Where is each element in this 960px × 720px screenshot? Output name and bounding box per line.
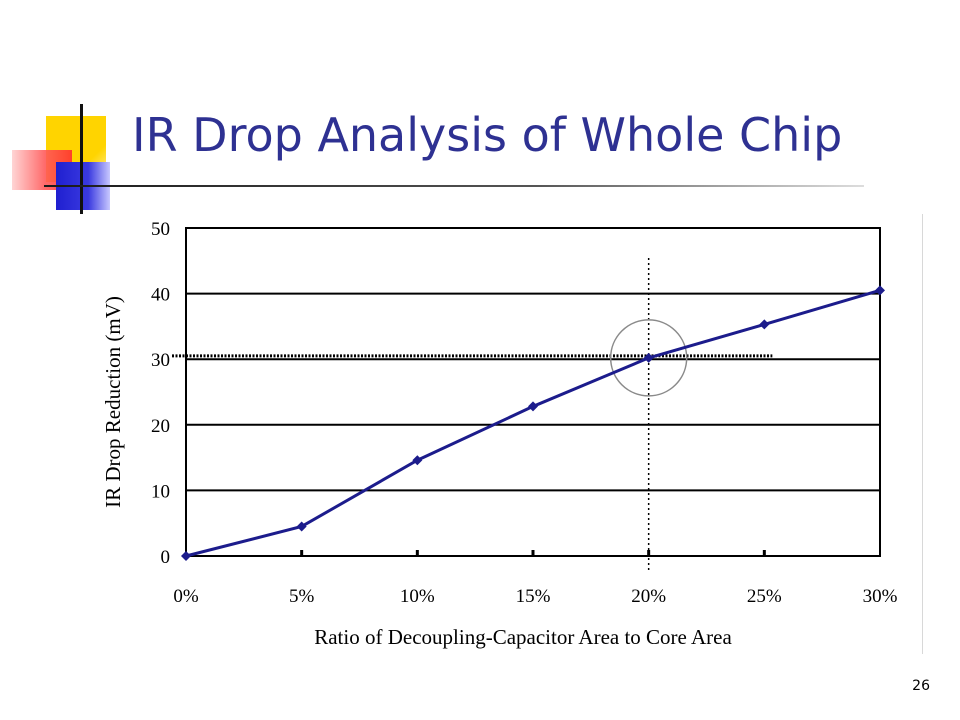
x-tick-label: 10% bbox=[400, 586, 435, 607]
plot-frame bbox=[185, 227, 881, 557]
x-axis-label: Ratio of Decoupling-Capacitor Area to Co… bbox=[314, 625, 732, 649]
data-point-marker bbox=[296, 521, 307, 532]
y-axis-label: IR Drop Reduction (mV) bbox=[101, 296, 125, 508]
decor-vertical-line bbox=[80, 104, 83, 214]
y-tick-label: 0 bbox=[161, 547, 171, 568]
ir-drop-chart: 0 10 20 30 40 50 0% 5% 10% 15% 20% 25% 30% Ratio of D… bbox=[101, 219, 898, 649]
x-tick-label: 15% bbox=[516, 586, 551, 607]
x-tick-label: 5% bbox=[289, 586, 315, 607]
slide-title: IR Drop Analysis of Whole Chip bbox=[132, 108, 843, 162]
data-point-marker bbox=[759, 319, 770, 330]
x-tick-label: 20% bbox=[631, 586, 666, 607]
title-underline bbox=[44, 185, 864, 187]
y-tick-label: 10 bbox=[151, 481, 170, 502]
y-tick-label: 20 bbox=[151, 416, 170, 437]
chart-container: 0 10 20 30 40 50 0% 5% 10% 15% 20% 25% 30% Ratio of D… bbox=[90, 212, 926, 660]
x-tick-label: 25% bbox=[747, 586, 782, 607]
y-tick-label: 40 bbox=[151, 285, 170, 306]
y-tick-label: 30 bbox=[151, 350, 170, 371]
data-point-marker bbox=[528, 401, 538, 412]
data-point-marker bbox=[643, 352, 654, 363]
page-number: 26 bbox=[912, 678, 930, 694]
y-tick-label: 50 bbox=[151, 219, 170, 240]
series-line bbox=[185, 288, 881, 558]
data-point-marker bbox=[875, 285, 885, 296]
right-edge-rule bbox=[922, 214, 923, 654]
data-point-marker bbox=[412, 455, 423, 466]
x-tick-label: 30% bbox=[863, 586, 898, 607]
data-point-marker bbox=[181, 551, 191, 561]
highlight-circle bbox=[609, 319, 688, 397]
x-tick-label: 0% bbox=[173, 586, 199, 607]
